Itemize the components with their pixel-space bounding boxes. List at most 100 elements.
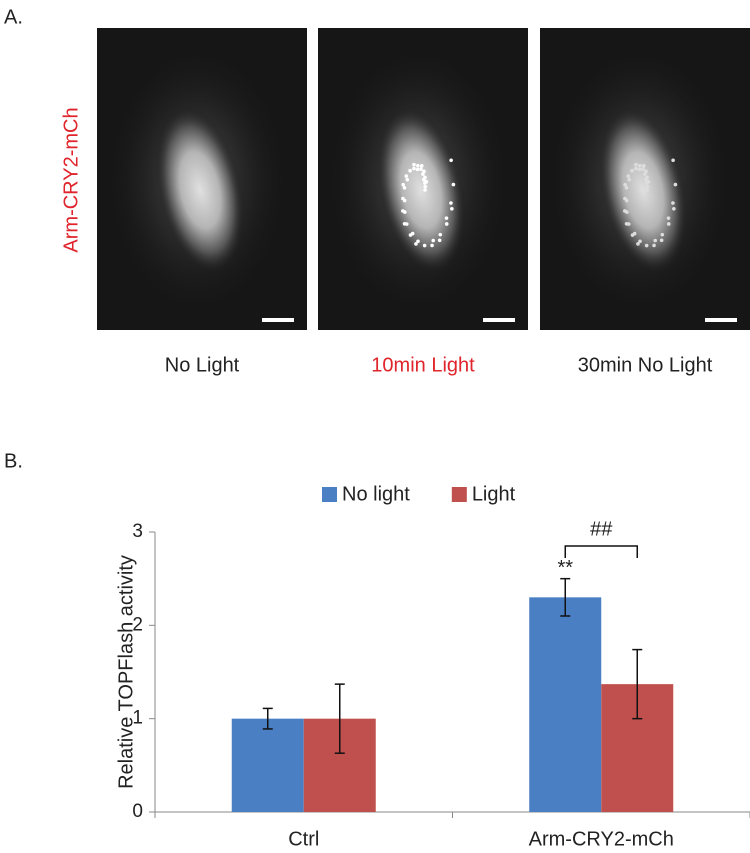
puncta xyxy=(625,210,629,214)
puncta xyxy=(437,238,442,243)
puncta xyxy=(414,242,418,246)
puncta xyxy=(402,186,407,190)
panel-label: A. xyxy=(4,6,23,28)
y-axis-label: Relative TOPFlash activity xyxy=(115,555,137,789)
scale-bar xyxy=(705,318,737,322)
cell-body xyxy=(155,106,245,274)
puncta xyxy=(438,232,443,237)
puncta xyxy=(659,238,664,243)
caption: 10min Light xyxy=(371,354,475,376)
puncta xyxy=(421,172,425,176)
puncta xyxy=(644,243,649,248)
puncta xyxy=(444,222,449,226)
significance-hash: ## xyxy=(590,518,613,540)
y-tick-label: 3 xyxy=(132,521,143,542)
puncta xyxy=(634,162,638,167)
puncta xyxy=(627,177,632,182)
puncta xyxy=(645,181,649,185)
legend-swatch xyxy=(322,487,337,502)
puncta xyxy=(671,158,675,163)
micrograph xyxy=(97,28,307,330)
y-tick-label: 0 xyxy=(132,801,143,822)
puncta xyxy=(641,164,646,168)
bar xyxy=(529,597,602,812)
error-bar xyxy=(334,683,345,754)
micrograph xyxy=(540,28,750,330)
puncta xyxy=(624,186,629,190)
panel-label: B. xyxy=(4,450,23,472)
bar-chart: Relative TOPFlash activity 0 1 2 3 Ctrl Arm-CR… xyxy=(115,483,750,850)
row-label: Arm-CRY2-mCh xyxy=(60,107,82,252)
puncta xyxy=(652,243,656,248)
puncta xyxy=(638,239,642,244)
puncta xyxy=(415,167,420,172)
x-tick-label: Arm-CRY2-mCh xyxy=(529,828,674,850)
puncta xyxy=(653,238,658,243)
puncta xyxy=(422,169,426,174)
puncta xyxy=(643,177,648,182)
puncta xyxy=(450,207,454,211)
significance-stars: ** xyxy=(557,557,573,579)
puncta xyxy=(449,158,453,163)
puncta xyxy=(645,188,649,192)
puncta xyxy=(402,198,407,203)
puncta xyxy=(626,222,631,226)
puncta xyxy=(630,168,634,173)
y-tick-label: 1 xyxy=(132,708,143,729)
error-bar xyxy=(632,648,643,720)
puncta xyxy=(444,216,449,220)
puncta xyxy=(423,181,427,185)
caption: No Light xyxy=(165,354,240,376)
puncta xyxy=(624,198,629,203)
puncta xyxy=(643,172,647,176)
puncta xyxy=(632,231,637,236)
puncta xyxy=(412,162,416,167)
puncta xyxy=(404,222,409,226)
puncta xyxy=(645,184,650,189)
puncta xyxy=(641,167,645,171)
error-bar xyxy=(262,707,273,730)
x-tick-label: Ctrl xyxy=(288,828,319,850)
puncta xyxy=(423,184,428,189)
bar xyxy=(231,718,304,812)
significance-bracket xyxy=(564,545,638,558)
puncta xyxy=(666,222,671,226)
puncta xyxy=(636,242,640,246)
puncta xyxy=(638,163,642,168)
micrographs: No Light 10min Light 30min No Light xyxy=(97,28,750,376)
scale-bar xyxy=(483,318,515,322)
puncta xyxy=(423,188,427,192)
micrograph xyxy=(318,28,528,330)
puncta xyxy=(673,182,678,187)
legend-label: Light xyxy=(472,483,516,505)
puncta xyxy=(422,243,427,248)
puncta xyxy=(666,216,671,220)
legend-swatch xyxy=(451,487,467,502)
puncta xyxy=(404,174,409,178)
puncta xyxy=(451,182,456,187)
puncta xyxy=(644,169,648,174)
legend-label: No light xyxy=(342,483,410,505)
puncta xyxy=(430,243,434,248)
puncta xyxy=(405,177,410,182)
error-bar xyxy=(560,577,571,617)
puncta xyxy=(671,201,675,205)
puncta xyxy=(672,207,676,211)
cell-body xyxy=(376,106,466,274)
puncta xyxy=(660,232,665,237)
puncta xyxy=(449,201,453,205)
puncta xyxy=(408,168,412,173)
y-tick-label: 2 xyxy=(132,614,143,635)
puncta xyxy=(626,174,631,178)
caption: 30min No Light xyxy=(578,354,713,376)
puncta xyxy=(419,164,424,168)
puncta xyxy=(416,239,420,244)
puncta xyxy=(412,166,416,171)
puncta xyxy=(401,182,405,187)
puncta xyxy=(416,163,420,168)
puncta xyxy=(634,166,638,171)
puncta xyxy=(421,177,426,182)
puncta xyxy=(403,210,407,214)
puncta xyxy=(419,167,423,171)
